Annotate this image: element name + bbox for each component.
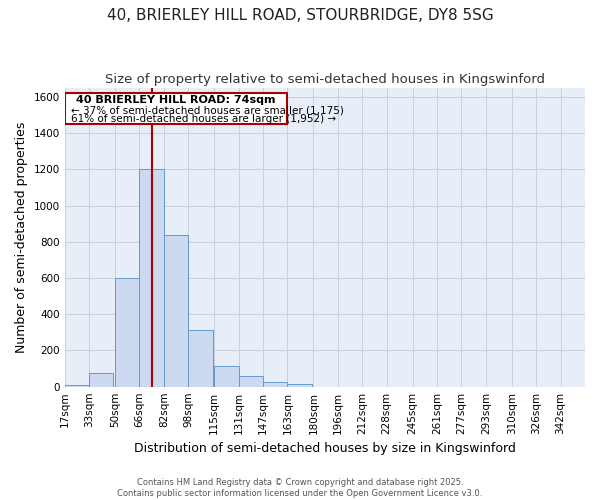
Bar xyxy=(214,366,239,386)
Bar xyxy=(263,382,287,386)
Text: 40 BRIERLEY HILL ROAD: 74sqm: 40 BRIERLEY HILL ROAD: 74sqm xyxy=(76,96,276,106)
Bar xyxy=(188,330,212,386)
Bar xyxy=(287,384,312,386)
Bar xyxy=(139,170,164,386)
Text: Contains HM Land Registry data © Crown copyright and database right 2025.
Contai: Contains HM Land Registry data © Crown c… xyxy=(118,478,482,498)
Text: 40, BRIERLEY HILL ROAD, STOURBRIDGE, DY8 5SG: 40, BRIERLEY HILL ROAD, STOURBRIDGE, DY8… xyxy=(107,8,493,22)
Text: 61% of semi-detached houses are larger (1,952) →: 61% of semi-detached houses are larger (… xyxy=(71,114,336,124)
Title: Size of property relative to semi-detached houses in Kingswinford: Size of property relative to semi-detach… xyxy=(105,72,545,86)
Y-axis label: Number of semi-detached properties: Number of semi-detached properties xyxy=(15,122,28,353)
Bar xyxy=(115,278,139,386)
Bar xyxy=(65,385,89,386)
Bar xyxy=(164,234,188,386)
Bar xyxy=(65,94,287,124)
Bar xyxy=(89,373,113,386)
Text: ← 37% of semi-detached houses are smaller (1,175): ← 37% of semi-detached houses are smalle… xyxy=(71,106,344,116)
Bar xyxy=(239,376,263,386)
X-axis label: Distribution of semi-detached houses by size in Kingswinford: Distribution of semi-detached houses by … xyxy=(134,442,516,455)
